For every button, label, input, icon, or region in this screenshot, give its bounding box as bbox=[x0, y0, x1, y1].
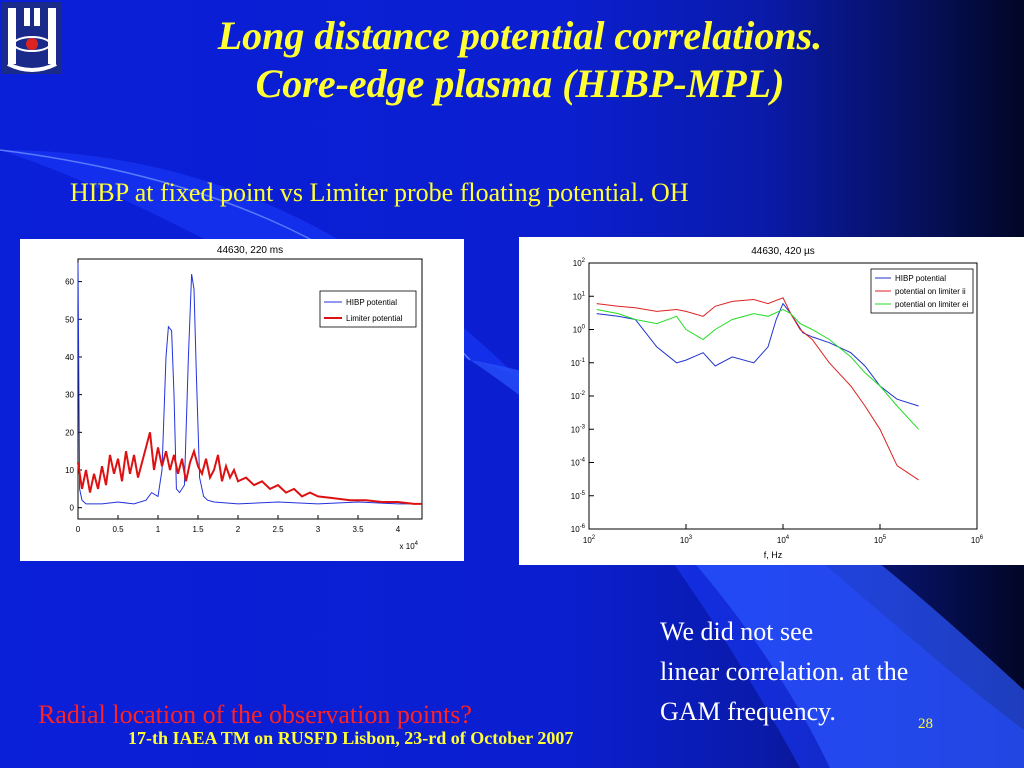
chart2-legend-label: HIBP potential bbox=[895, 274, 946, 283]
conclusion-note: We did not see linear correlation. at th… bbox=[660, 612, 988, 732]
chart1-legend-label: Limiter potential bbox=[346, 314, 403, 323]
chart1-legend bbox=[319, 290, 417, 328]
chart1-x-tick-label: 3 bbox=[316, 525, 321, 534]
chart2-y-tick-label: 10-4 bbox=[571, 458, 586, 468]
note-line-2: linear correlation. at the bbox=[660, 657, 909, 686]
chart1-y-tick-label: 0 bbox=[70, 504, 75, 513]
chart2-x-tick-label: 103 bbox=[680, 535, 693, 545]
chart2-x-tick-label: 106 bbox=[971, 535, 984, 545]
time-trace-chart: 44630, 220 ms0 0.5 1 1.5 2 2.5 3 3.5 40102030405… bbox=[65, 245, 423, 551]
chart1-y-tick-label: 40 bbox=[65, 353, 74, 362]
chart2-y-tick-label: 101 bbox=[573, 291, 586, 301]
chart1-x-tick-label: 1 bbox=[156, 525, 161, 534]
chart1-x-tick-label: 0 bbox=[76, 525, 81, 534]
chart1-title: 44630, 220 ms bbox=[217, 245, 283, 256]
footer-conference: 17-th IAEA TM on RUSFD Lisbon, 23-rd of … bbox=[128, 728, 574, 748]
chart1-x-multiplier: x 104 bbox=[400, 541, 419, 551]
chart1-x-tick-label: 2 bbox=[236, 525, 241, 534]
chart1-y-tick-label: 20 bbox=[65, 428, 74, 437]
note-line-3: GAM frequency. bbox=[660, 697, 836, 726]
chart1-y-tick-label: 50 bbox=[65, 315, 74, 324]
chart2-x-tick-label: 102 bbox=[583, 535, 596, 545]
chart2-y-tick-label: 10-2 bbox=[571, 391, 586, 401]
slide-title: Long distance potential correlations. Co… bbox=[70, 12, 970, 108]
chart1-x-tick-label: 3.5 bbox=[352, 525, 364, 534]
chart2-x-axis-label: f, Hz bbox=[764, 550, 783, 560]
chart1-x-tick-label: 1.5 bbox=[192, 525, 204, 534]
chart2-series-line bbox=[596, 308, 919, 430]
chart1-series-line bbox=[77, 432, 422, 505]
chart2-y-tick-label: 10-6 bbox=[571, 524, 586, 534]
chart1-x-tick-label: 4 bbox=[396, 525, 401, 534]
slide-subtitle: HIBP at fixed point vs Limiter probe flo… bbox=[70, 178, 689, 207]
chart2-legend-label: potential on limiter ii bbox=[895, 287, 966, 296]
chart2-title: 44630, 420 µs bbox=[751, 246, 815, 257]
note-line-1: We did not see bbox=[660, 617, 814, 646]
chart1-y-tick-label: 10 bbox=[65, 466, 74, 475]
open-question: Radial location of the observation point… bbox=[38, 700, 472, 729]
chart2-series-line bbox=[596, 297, 919, 481]
time-trace-chart-panel: 44630, 220 ms 0 0.5 1 1.5 2 2.5 3 3.5 4 0 10 20 30 40 5… bbox=[20, 239, 464, 561]
chart1-x-tick-label: 2.5 bbox=[272, 525, 284, 534]
institute-logo bbox=[2, 2, 62, 74]
chart2-y-tick-label: 100 bbox=[573, 325, 586, 335]
chart1-y-tick-label: 60 bbox=[65, 278, 74, 287]
spectrum-chart-panel: 44630, 420 µs 102 103 104 105 106 102 101 100 10-… bbox=[519, 237, 1024, 565]
chart2-y-tick-label: 10-5 bbox=[571, 491, 586, 501]
chart2-x-tick-label: 104 bbox=[777, 535, 790, 545]
chart2-y-tick-label: 10-3 bbox=[571, 424, 586, 434]
chart2-legend-label: potential on limiter ei bbox=[895, 300, 969, 309]
chart1-y-tick-label: 30 bbox=[65, 391, 74, 400]
chart1-x-tick-label: 0.5 bbox=[112, 525, 124, 534]
title-line-2: Core-edge plasma (HIBP-MPL) bbox=[255, 61, 785, 106]
chart1-series-line bbox=[77, 262, 422, 505]
chart1-plot-frame bbox=[77, 258, 423, 520]
chart2-x-tick-label: 105 bbox=[874, 535, 887, 545]
spectrum-chart: 44630, 420 µs 102 103 104 105 106 102 101 100 10-… bbox=[571, 246, 984, 560]
chart2-series-line bbox=[596, 302, 919, 407]
chart2-y-tick-label: 10-1 bbox=[571, 358, 586, 368]
chart2-y-tick-label: 102 bbox=[573, 258, 586, 268]
title-line-1: Long distance potential correlations. bbox=[217, 13, 823, 58]
chart1-legend-label: HIBP potential bbox=[346, 298, 397, 307]
page-number: 28 bbox=[918, 716, 933, 732]
